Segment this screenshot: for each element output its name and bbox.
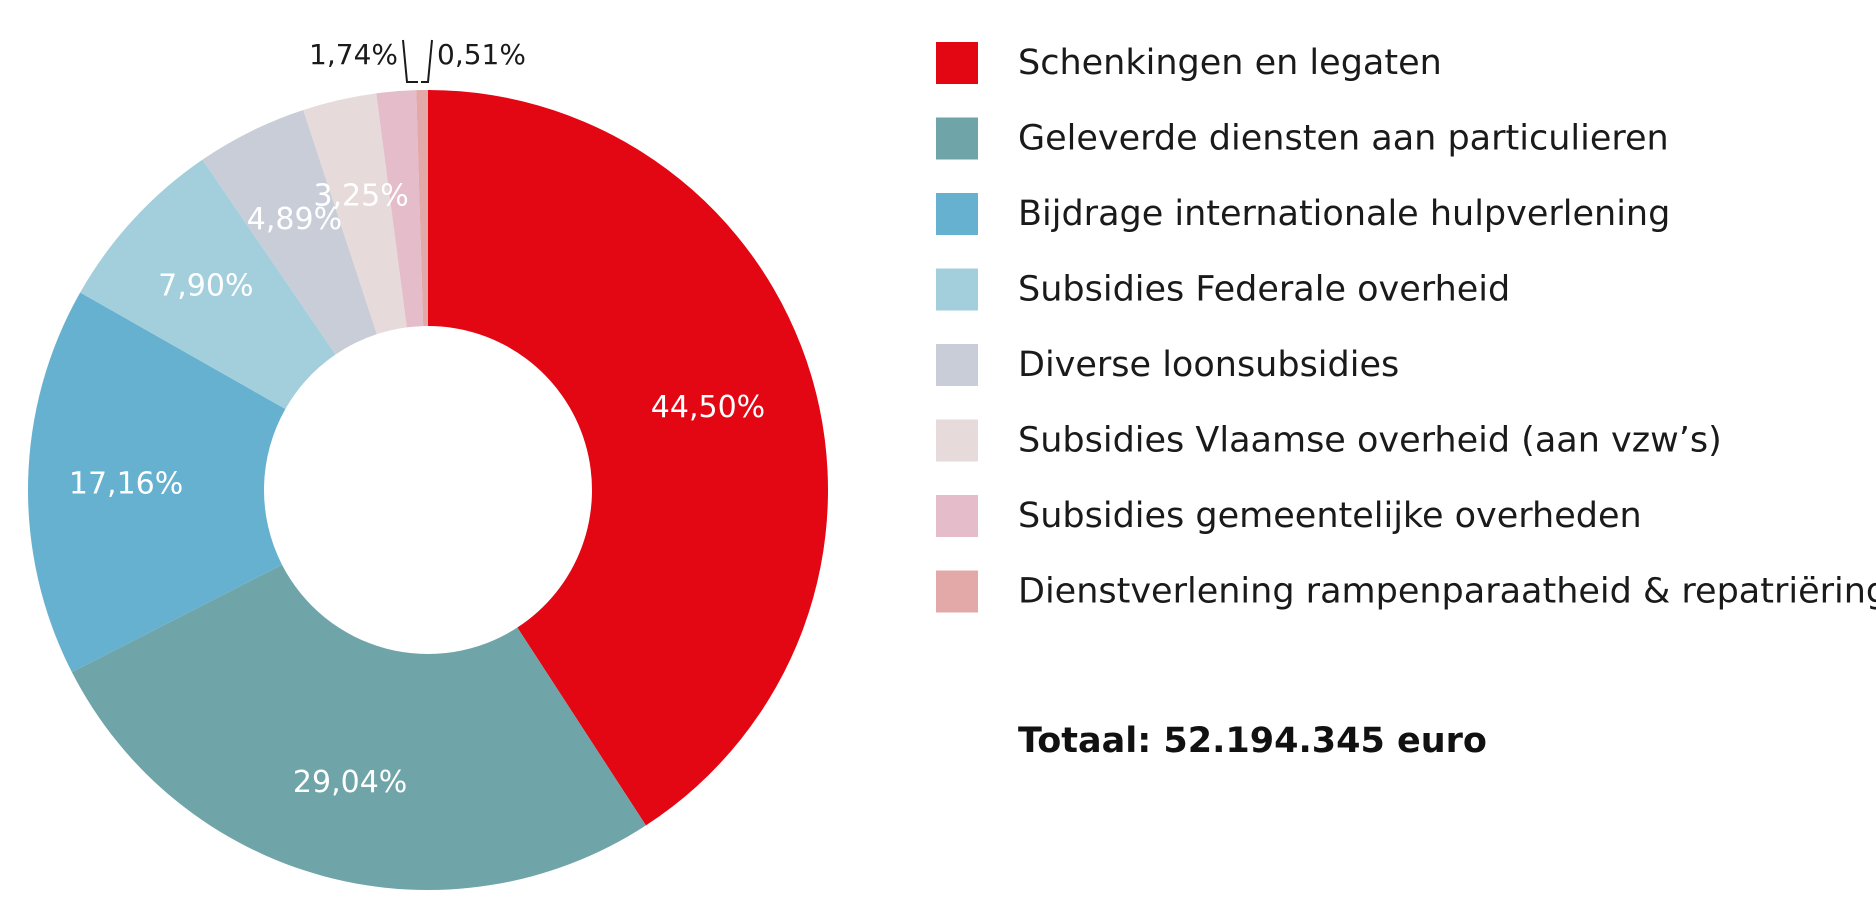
slice-subsidies-gemeentelijke-overheden [376,90,424,328]
slice-subsidies-vlaamse-overheid-aan-vzw-s [303,93,407,335]
slice-diverse-loonsubsidies [202,109,377,355]
data-label-29-04: 29,04% [293,765,407,800]
legend-swatch-subsidies-vlaamse-overheid-aan-vzw-s [936,419,978,462]
legend-label-diverse-loonsubsidies: Diverse loonsubsidies [1018,345,1399,385]
data-label-7-90: 7,90% [158,268,253,303]
legend-label-subsidies-gemeentelijke-overheden: Subsidies gemeentelijke overheden [1018,496,1642,536]
slice-dienstverlening-rampenparaatheid-repatriering [416,90,428,327]
legend-swatch-bijdrage-internationale-hulpverlening [936,193,978,235]
legend-swatch-dienstverlening-rampenparaatheid-repatriering [936,570,978,613]
legend-label-subsidies-federale-overheid: Subsidies Federale overheid [1018,270,1510,310]
data-label-1-74: 1,74% [309,38,398,71]
slice-bijdrage-internationale-hulpverlening [28,292,286,673]
legend-swatch-diverse-loonsubsidies [936,344,978,386]
legend-swatch-subsidies-gemeentelijke-overheden [936,495,978,537]
slice-subsidies-federale-overheid [80,159,336,410]
data-label-0-51: 0,51% [437,38,526,71]
legend-label-geleverde-diensten-aan-particulieren: Geleverde diensten aan particulieren [1018,119,1669,159]
legend-swatch-schenkingen-en-legaten [936,42,978,84]
legend-label-schenkingen-en-legaten: Schenkingen en legaten [1018,43,1442,83]
legend-label-bijdrage-internationale-hulpverlening: Bijdrage internationale hulpverlening [1018,194,1670,234]
legend-swatch-geleverde-diensten-aan-particulieren [936,117,978,160]
data-label-44-50: 44,50% [651,390,765,425]
slice-schenkingen-en-legaten [428,90,828,826]
total-annotation: Totaal: 52.194.345 euro [1018,721,1487,761]
legend-swatch-subsidies-federale-overheid [936,268,978,311]
leader-line-1-74 [402,39,418,83]
data-label-3-25: 3,25% [313,179,408,214]
legend-label-dienstverlening-rampenparaatheid-repatriering: Dienstverlening rampenparaatheid & repat… [1018,572,1876,612]
data-label-17-16: 17,16% [69,466,183,501]
data-label-4-89: 4,89% [247,202,342,237]
leader-line-0-51 [421,39,433,83]
slice-geleverde-diensten-aan-particulieren [71,564,646,890]
legend-label-subsidies-vlaamse-overheid-aan-vzw-s: Subsidies Vlaamse overheid (aan vzw’s) [1018,421,1722,461]
